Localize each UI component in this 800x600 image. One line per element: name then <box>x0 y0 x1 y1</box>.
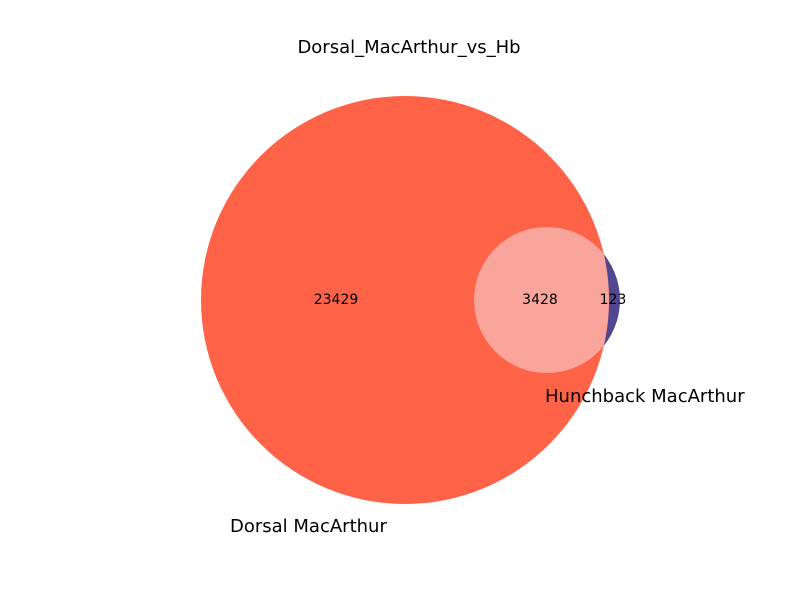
region-intersection-count: 3428 <box>522 292 558 308</box>
intersection-region <box>474 227 609 373</box>
region-only-a-count: 23429 <box>314 292 359 308</box>
set-b-label: Hunchback MacArthur <box>545 386 745 407</box>
set-a-label: Dorsal MacArthur <box>230 516 387 537</box>
set-a-circle <box>201 96 609 504</box>
chart-title: Dorsal_MacArthur_vs_Hb <box>297 37 520 58</box>
region-only-b-count: 123 <box>600 292 627 308</box>
